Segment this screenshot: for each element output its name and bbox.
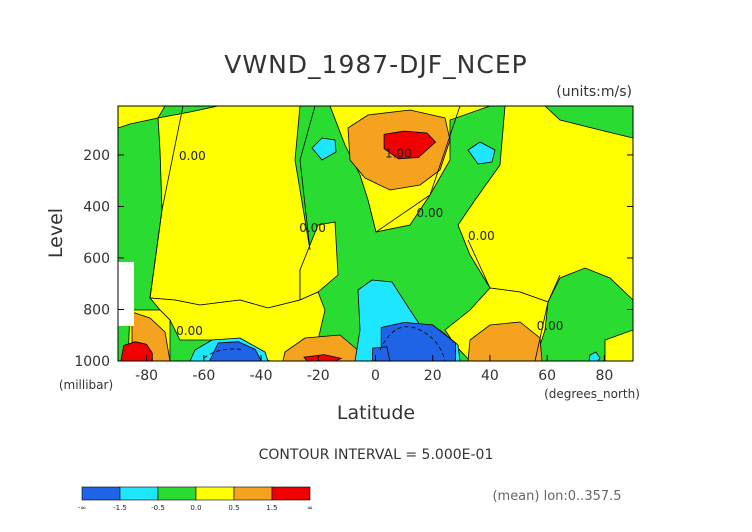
x-tick-label: -80 (135, 368, 158, 384)
x-tick-label: 20 (424, 368, 442, 384)
colorbar-label: ∞ (307, 504, 313, 512)
mean-lon-note: (mean) lon:0..357.5 (492, 489, 621, 504)
contour-label: 0.00 (179, 149, 206, 163)
colorbar-label: 1.5 (266, 504, 277, 512)
x-axis: -80 -60 -40 -20 0 20 40 60 80 (135, 355, 613, 384)
chart-title: VWND_1987-DJF_NCEP (224, 50, 527, 79)
dashed-contours (203, 326, 446, 361)
colorbar-swatch (233, 486, 273, 501)
missing-data-white (118, 262, 134, 326)
colorbar: -∞ -1.5 -0.5 0.0 0.5 1.5 ∞ (78, 486, 313, 512)
y-tick-label: 1000 (74, 354, 110, 370)
y-tick-label: 600 (83, 251, 110, 267)
colorbar-label: 0.0 (190, 504, 201, 512)
contour-label: 0.00 (176, 324, 203, 338)
plot-area: 0.00 1.00 0.00 0.00 0.00 0.00 0.00 (118, 106, 633, 361)
region-cyan-top-right (467, 141, 496, 165)
y-axis: 200 400 600 800 1000 (74, 148, 633, 370)
x-tick-label: 80 (595, 368, 613, 384)
region-cyan-top-left (311, 137, 337, 161)
x-tick-label: 0 (371, 368, 380, 384)
x-tick-label: 60 (538, 368, 556, 384)
colorbar-label: -∞ (78, 504, 86, 512)
units-label: (units:m/s) (556, 84, 632, 100)
colorbar-label: -0.5 (151, 504, 165, 512)
contour-labels: 0.00 1.00 0.00 0.00 0.00 0.00 0.00 (176, 147, 563, 339)
contour-zero-lines (149, 106, 561, 361)
x-tick-label: -20 (307, 368, 330, 384)
region-red (120, 341, 153, 361)
x-tick-label: -60 (192, 368, 215, 384)
colorbar-swatch (195, 486, 235, 501)
region-yellow-far-east-strip (604, 329, 633, 361)
contour-label: 1.00 (385, 147, 412, 161)
region-yellow-upper-left (118, 106, 166, 129)
contour-label: 0.00 (468, 229, 495, 243)
region-yellow-west (149, 106, 311, 309)
region-cyan-right-dot (588, 351, 601, 361)
data-regions (120, 130, 457, 361)
y-tick-label: 400 (83, 199, 110, 215)
region-yellow-southwest (149, 291, 326, 361)
colorbar-swatch (81, 486, 121, 501)
colorbar-swatch (119, 486, 159, 501)
contour-label: 0.00 (299, 221, 326, 235)
colorbar-swatch (271, 486, 311, 501)
colorbar-swatch (157, 486, 197, 501)
x-tick-label: 40 (481, 368, 499, 384)
x-tick-label: -40 (250, 368, 273, 384)
region-red (383, 130, 437, 160)
y-tick-label: 800 (83, 302, 110, 318)
y-axis-label: Level (45, 208, 67, 258)
region-blue (372, 346, 391, 361)
region-red (303, 354, 343, 361)
colorbar-label: 0.5 (228, 504, 239, 512)
y-tick-label: 200 (83, 148, 110, 164)
contour-label: 0.00 (417, 206, 444, 220)
colorbar-label: -1.5 (113, 504, 127, 512)
region-yellow-east (457, 106, 633, 303)
contour-label: 0.00 (537, 319, 564, 333)
y-units-label: (millibar) (59, 378, 113, 392)
region-blue (209, 341, 262, 361)
contour-interval-text: CONTOUR INTERVAL = 5.000E-01 (259, 447, 494, 463)
x-units-label: (degrees_north) (544, 387, 640, 401)
x-axis-label: Latitude (337, 402, 415, 424)
